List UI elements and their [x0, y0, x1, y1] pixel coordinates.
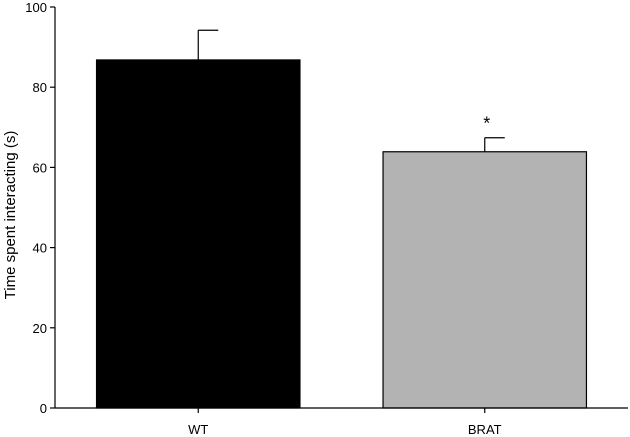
error-bars-group [197, 29, 505, 152]
y-tick-label-100: 100 [25, 0, 47, 15]
labels-group: WT BRAT 0 20 40 60 80 100 [25, 0, 501, 437]
annotations-group: * [483, 114, 490, 134]
y-tick-label-60: 60 [33, 160, 47, 175]
bar-brat [382, 151, 588, 409]
x-tick-label-wt: WT [188, 422, 208, 437]
y-tick-label-20: 20 [33, 321, 47, 336]
axes-group [50, 6, 628, 413]
y-tick-label-40: 40 [33, 241, 47, 256]
bars-group [95, 59, 588, 409]
y-tick-label-80: 80 [33, 80, 47, 95]
y-axis-title: Time spent interacting (s) [2, 131, 19, 300]
bar-wt [95, 59, 301, 409]
significance-marker-brat: * [483, 114, 490, 134]
x-tick-label-brat: BRAT [468, 422, 502, 437]
y-tick-label-0: 0 [40, 401, 47, 416]
